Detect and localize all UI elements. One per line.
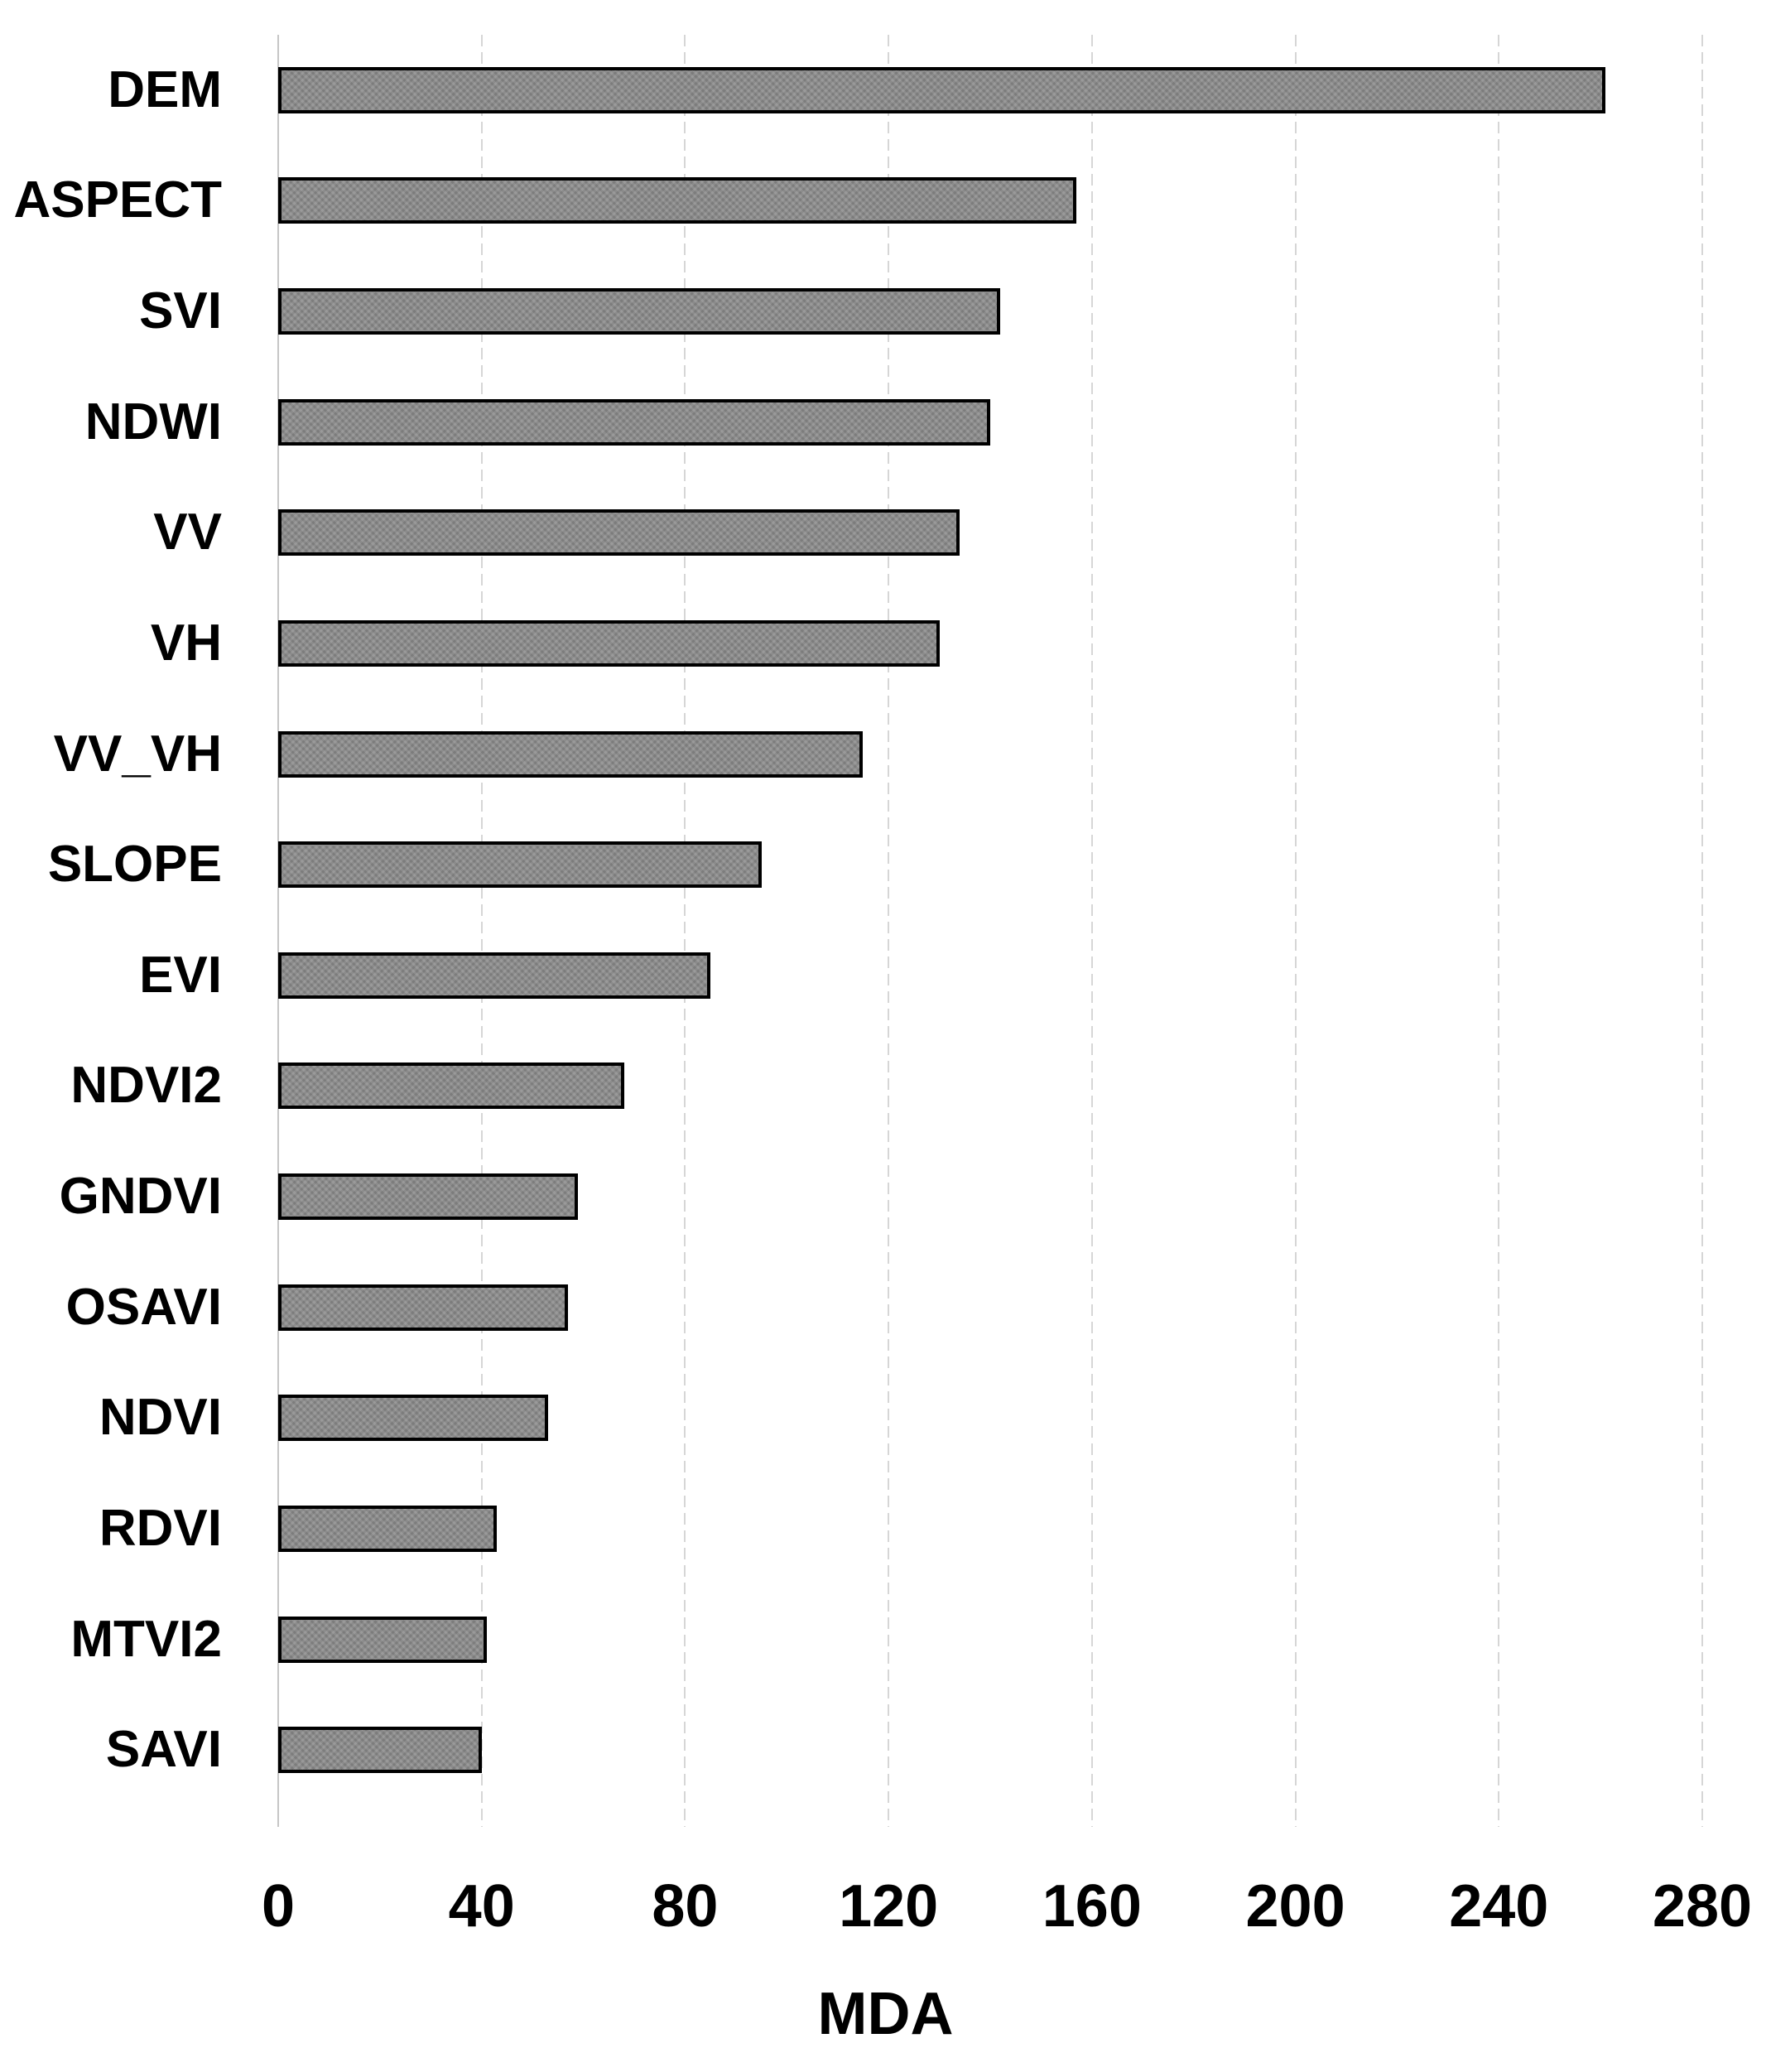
gridline-x-280 — [1701, 35, 1703, 1827]
bar-SLOPE — [278, 841, 762, 889]
category-label-SAVI: SAVI — [105, 1721, 222, 1779]
bar-DEM — [278, 66, 1606, 113]
x-axis-title: MDA — [817, 1981, 954, 2047]
bar-ASPECT — [278, 177, 1077, 224]
x-tick-label-0: 0 — [261, 1873, 296, 1939]
category-label-NDWI: NDWI — [84, 393, 222, 451]
x-tick-label-80: 80 — [652, 1873, 719, 1939]
bar-EVI — [278, 952, 711, 999]
bar-VH — [278, 619, 940, 667]
bar-NDVI2 — [278, 1063, 624, 1110]
bar-RDVI — [278, 1505, 498, 1552]
gridline-x-200 — [1294, 35, 1297, 1827]
bar-SAVI — [278, 1727, 482, 1774]
category-label-RDVI: RDVI — [99, 1499, 222, 1557]
bar-VV_VH — [278, 730, 864, 778]
bar-OSAVI — [278, 1284, 569, 1331]
x-tick-label-120: 120 — [839, 1873, 939, 1939]
gridline-x-160 — [1090, 35, 1093, 1827]
category-label-ASPECT: ASPECT — [13, 171, 222, 229]
bar-GNDVI — [278, 1173, 579, 1221]
category-label-VV: VV — [153, 504, 222, 561]
bar-VV — [278, 509, 960, 557]
category-label-NDVI: NDVI — [99, 1389, 222, 1447]
x-tick-label-200: 200 — [1245, 1873, 1345, 1939]
category-label-SLOPE: SLOPE — [47, 836, 222, 894]
category-label-VV_VH: VV_VH — [53, 725, 222, 783]
gridline-x-40 — [480, 35, 483, 1827]
category-label-GNDVI: GNDVI — [59, 1168, 222, 1226]
category-label-MTVI2: MTVI2 — [70, 1610, 222, 1668]
x-tick-label-280: 280 — [1652, 1873, 1753, 1939]
category-label-SVI: SVI — [139, 282, 222, 340]
gridline-x-120 — [888, 35, 890, 1827]
category-label-EVI: EVI — [139, 946, 222, 1004]
category-label-DEM: DEM — [108, 60, 222, 118]
x-tick-label-160: 160 — [1042, 1873, 1142, 1939]
category-label-NDVI2: NDVI2 — [70, 1057, 222, 1115]
gridline-x-80 — [684, 35, 686, 1827]
bar-NDWI — [278, 398, 990, 446]
category-label-OSAVI: OSAVI — [65, 1278, 222, 1336]
bar-SVI — [278, 288, 1001, 335]
bar-MTVI2 — [278, 1616, 487, 1663]
x-tick-label-40: 40 — [448, 1873, 515, 1939]
category-label-VH: VH — [150, 614, 222, 672]
bar-NDVI — [278, 1395, 548, 1442]
gridline-x-0 — [277, 35, 279, 1827]
gridline-x-240 — [1498, 35, 1500, 1827]
x-tick-label-240: 240 — [1449, 1873, 1549, 1939]
